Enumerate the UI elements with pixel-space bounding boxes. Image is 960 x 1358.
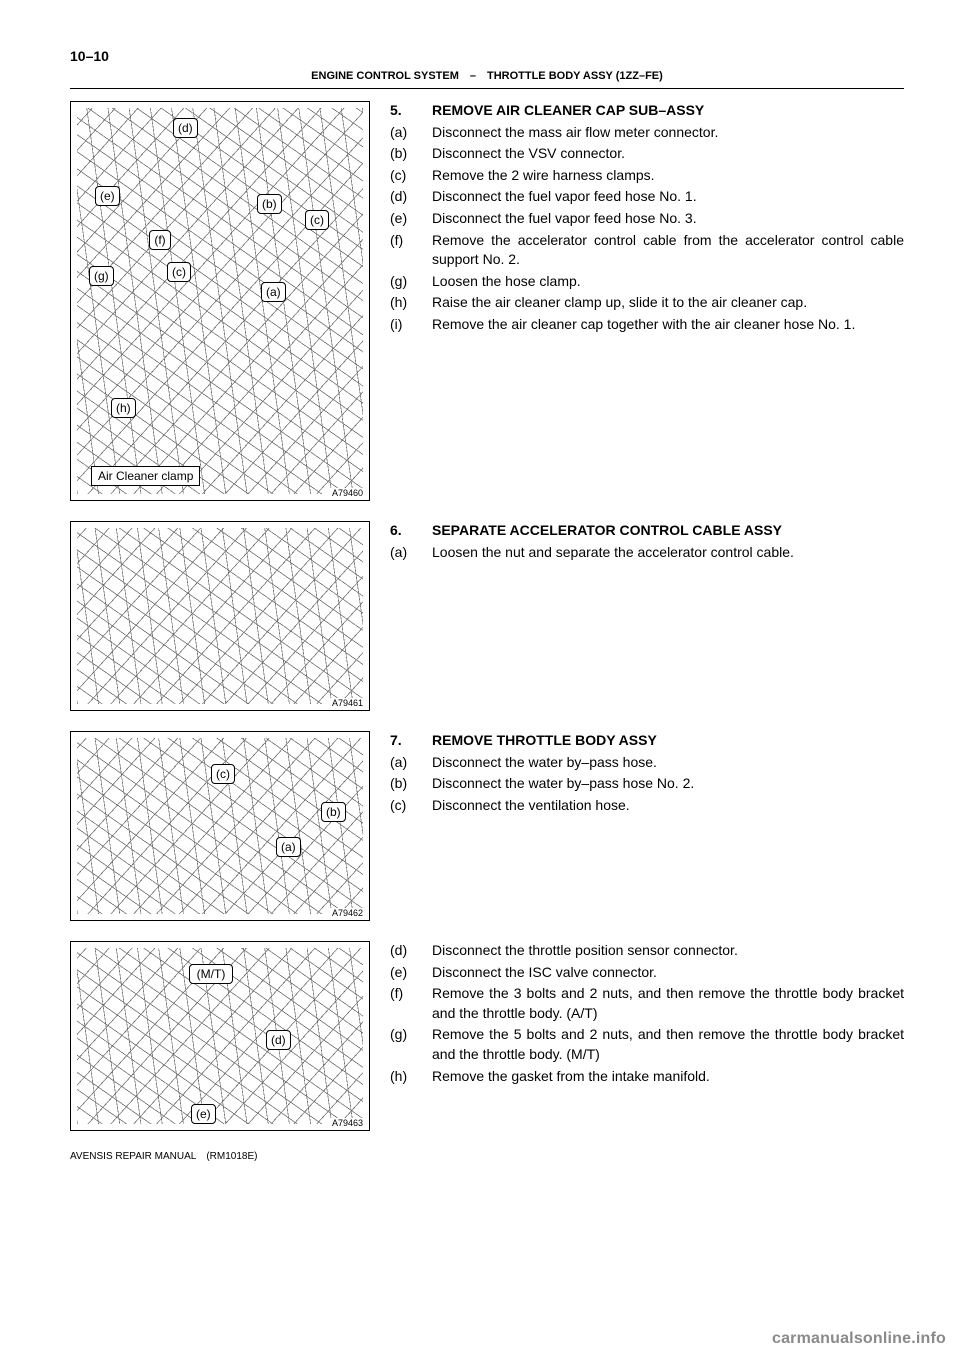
step-7-d: (d)Disconnect the throttle position sens… xyxy=(390,941,904,961)
figure-3-code: A79462 xyxy=(330,908,365,918)
figure-2-code: A79461 xyxy=(330,698,365,708)
step-6-title: SEPARATE ACCELERATOR CONTROL CABLE ASSY xyxy=(432,521,904,541)
figure-4-code: A79463 xyxy=(330,1118,365,1128)
step-7-c: (c)Disconnect the ventilation hose. xyxy=(390,796,904,816)
step-5-num: 5. xyxy=(390,101,424,121)
callout-e: (e) xyxy=(95,186,120,206)
step-5-f: (f)Remove the accelerator control cable … xyxy=(390,231,904,270)
fig4-callout-d: (d) xyxy=(266,1030,291,1050)
callout-d: (d) xyxy=(173,118,198,138)
step-5-b: (b)Disconnect the VSV connector. xyxy=(390,144,904,164)
figure-2-art xyxy=(77,528,363,704)
figure-1: (d) (e) (b) (c) (f) (g) (c) (a) (h) Air … xyxy=(70,101,370,501)
step-5-g: (g)Loosen the hose clamp. xyxy=(390,272,904,292)
step-6-num: 6. xyxy=(390,521,424,541)
step-7-h: (h)Remove the gasket from the intake man… xyxy=(390,1067,904,1087)
callout-f: (f) xyxy=(149,230,171,250)
figure-1-code: A79460 xyxy=(330,488,365,498)
step-5-c: (c)Remove the 2 wire harness clamps. xyxy=(390,166,904,186)
step-5-a: (a)Disconnect the mass air flow meter co… xyxy=(390,123,904,143)
step-7-e: (e)Disconnect the ISC valve connector. xyxy=(390,963,904,983)
step-7-heading: 7. REMOVE THROTTLE BODY ASSY xyxy=(390,731,904,751)
section-7: (c) (b) (a) A79462 7. REMOVE THROTTLE BO… xyxy=(70,731,904,921)
figure-2: A79461 xyxy=(70,521,370,711)
section-5: (d) (e) (b) (c) (f) (g) (c) (a) (h) Air … xyxy=(70,101,904,501)
step-6-a: (a)Loosen the nut and separate the accel… xyxy=(390,543,904,563)
header-rule xyxy=(70,88,904,89)
step-6-text: 6. SEPARATE ACCELERATOR CONTROL CABLE AS… xyxy=(390,521,904,711)
step-5-e: (e)Disconnect the fuel vapor feed hose N… xyxy=(390,209,904,229)
step-7-num: 7. xyxy=(390,731,424,751)
callout-c2: (c) xyxy=(167,262,191,282)
callout-g: (g) xyxy=(89,266,114,286)
step-7-text: 7. REMOVE THROTTLE BODY ASSY (a)Disconne… xyxy=(390,731,904,921)
step-6-heading: 6. SEPARATE ACCELERATOR CONTROL CABLE AS… xyxy=(390,521,904,541)
air-cleaner-clamp-label: Air Cleaner clamp xyxy=(91,466,200,486)
fig3-callout-a: (a) xyxy=(276,837,301,857)
header-title: ENGINE CONTROL SYSTEM – THROTTLE BODY AS… xyxy=(70,70,904,86)
step-5-title: REMOVE AIR CLEANER CAP SUB–ASSY xyxy=(432,101,904,121)
step-5-h: (h)Raise the air cleaner clamp up, slide… xyxy=(390,293,904,313)
step-5-text: 5. REMOVE AIR CLEANER CAP SUB–ASSY (a)Di… xyxy=(390,101,904,501)
callout-c1: (c) xyxy=(305,210,329,230)
fig4-callout-mt: (M/T) xyxy=(189,964,233,984)
callout-b: (b) xyxy=(257,194,282,214)
fig4-callout-e: (e) xyxy=(191,1104,216,1124)
step-7-a: (a)Disconnect the water by–pass hose. xyxy=(390,753,904,773)
fig3-callout-c: (c) xyxy=(211,764,235,784)
section-7-continued: (M/T) (d) (e) A79463 (d)Disconnect the t… xyxy=(70,941,904,1131)
page-number: 10–10 xyxy=(70,48,904,64)
figure-3: (c) (b) (a) A79462 xyxy=(70,731,370,921)
fig3-callout-b: (b) xyxy=(321,802,346,822)
step-5-heading: 5. REMOVE AIR CLEANER CAP SUB–ASSY xyxy=(390,101,904,121)
step-5-i: (i)Remove the air cleaner cap together w… xyxy=(390,315,904,335)
step-7-b: (b)Disconnect the water by–pass hose No.… xyxy=(390,774,904,794)
step-7-title: REMOVE THROTTLE BODY ASSY xyxy=(432,731,904,751)
step-7b-text: (d)Disconnect the throttle position sens… xyxy=(390,941,904,1131)
step-7-g: (g)Remove the 5 bolts and 2 nuts, and th… xyxy=(390,1025,904,1064)
callout-a: (a) xyxy=(261,282,286,302)
watermark: carmanualsonline.info xyxy=(772,1330,946,1348)
section-6: A79461 6. SEPARATE ACCELERATOR CONTROL C… xyxy=(70,521,904,711)
callout-h: (h) xyxy=(111,398,136,418)
step-5-d: (d)Disconnect the fuel vapor feed hose N… xyxy=(390,187,904,207)
figure-1-art xyxy=(77,108,363,494)
footer-text: AVENSIS REPAIR MANUAL (RM1018E) xyxy=(70,1151,904,1162)
figure-4: (M/T) (d) (e) A79463 xyxy=(70,941,370,1131)
step-7-f: (f)Remove the 3 bolts and 2 nuts, and th… xyxy=(390,984,904,1023)
